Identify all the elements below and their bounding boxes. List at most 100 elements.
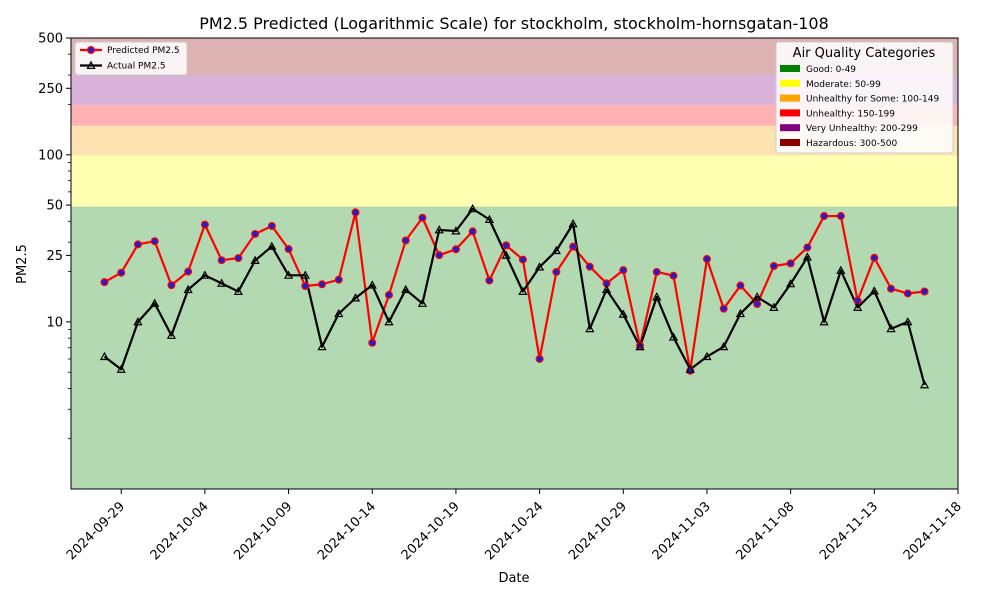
actual-point-16 (367, 280, 377, 289)
x-tick-label-3: 2024-10-14 (315, 499, 379, 563)
x-tick-label-10: 2024-11-18 (901, 499, 965, 563)
predicted-point-29 (585, 262, 594, 271)
predicted-point-14 (334, 275, 343, 284)
x-tick-label-9: 2024-11-13 (817, 499, 881, 563)
predicted-point-7 (217, 256, 226, 265)
predicted-point-9 (251, 229, 260, 238)
x-tick-label-7: 2024-11-03 (650, 499, 714, 563)
y-tick-label-3: 100 (38, 148, 63, 163)
actual-point-44 (836, 265, 846, 274)
category-label-3: Unhealthy: 150-199 (806, 109, 895, 119)
actual-point-46 (869, 286, 879, 295)
x-axis-label: Date (498, 571, 529, 586)
predicted-point-0 (100, 278, 109, 287)
band-1 (71, 155, 958, 207)
predicted-point-33 (652, 267, 661, 276)
actual-point-27 (551, 245, 561, 255)
category-legend-box (775, 41, 954, 154)
actual-point-0 (99, 351, 110, 361)
predicted-point-40 (769, 262, 778, 271)
predicted-point-24 (502, 241, 511, 250)
actual-point-28 (568, 219, 578, 228)
category-swatch-5 (780, 139, 800, 146)
actual-point-15 (350, 293, 361, 302)
actual-point-2 (133, 317, 143, 326)
predicted-point-2 (133, 240, 142, 249)
predicted-point-18 (401, 236, 410, 245)
series-legend-box (74, 41, 188, 76)
actual-point-41 (786, 278, 796, 288)
predicted-point-21 (451, 245, 460, 254)
predicted-point-37 (719, 304, 728, 313)
actual-point-38 (735, 308, 746, 318)
y-tick-label-1: 25 (46, 249, 63, 264)
predicted-point-16 (368, 338, 377, 347)
actual-point-47 (886, 323, 896, 333)
actual-point-40 (769, 302, 779, 311)
actual-point-6 (200, 270, 210, 279)
predicted-point-19 (418, 213, 427, 222)
predicted-point-41 (786, 259, 795, 268)
category-swatch-1 (780, 79, 800, 87)
category-label-1: Moderate: 50-99 (806, 80, 881, 90)
actual-point-11 (283, 270, 294, 279)
actual-point-49 (919, 380, 930, 389)
x-tick-label-5: 2024-10-24 (482, 499, 546, 563)
predicted-point-38 (736, 281, 745, 290)
actual-point-42 (802, 252, 812, 261)
band-0 (71, 206, 958, 490)
predicted-point-26 (535, 354, 544, 363)
series-legend: Predicted PM2.5 Actual PM2.5 (74, 41, 188, 76)
actual-point-19 (417, 298, 428, 307)
predicted-point-8 (234, 254, 243, 263)
category-swatch-4 (780, 124, 800, 132)
y-tick-label-2: 50 (46, 199, 63, 214)
legend-label-1: Actual PM2.5 (107, 62, 166, 72)
predicted-point-23 (485, 276, 494, 285)
category-swatch-0 (780, 65, 800, 72)
legend-marker-0 (86, 45, 95, 54)
predicted-point-36 (702, 254, 711, 263)
x-tick-label-6: 2024-10-29 (566, 499, 630, 563)
legend-label-0: Predicted PM2.5 (107, 46, 180, 56)
actual-point-34 (668, 332, 679, 341)
band-3 (71, 104, 958, 126)
actual-point-33 (652, 292, 662, 301)
actual-point-43 (819, 317, 829, 326)
actual-point-48 (903, 317, 913, 326)
predicted-point-11 (284, 245, 293, 254)
y-axis-label: PM2.5 (15, 244, 30, 284)
x-tick-label-0: 2024-09-29 (64, 499, 128, 563)
predicted-point-4 (167, 281, 176, 290)
predicted-point-42 (803, 243, 812, 252)
predicted-point-31 (619, 266, 628, 275)
predicted-point-15 (351, 208, 360, 217)
predicted-point-28 (569, 242, 578, 251)
y-tick-label-5: 500 (38, 32, 63, 47)
category-label-0: Good: 0-49 (806, 65, 856, 75)
actual-point-18 (401, 284, 411, 294)
predicted-point-17 (384, 290, 393, 299)
series-line-1 (103, 207, 926, 386)
actual-point-32 (635, 341, 645, 351)
predicted-point-5 (184, 267, 193, 276)
category-legend-title: Air Quality Categories (793, 46, 936, 61)
predicted-point-22 (468, 227, 477, 236)
predicted-point-43 (820, 212, 829, 221)
x-axis: 2024-09-29 2024-10-04 2024-10-09 2024-10-14… (64, 489, 965, 563)
actual-point-36 (702, 351, 712, 361)
actual-point-45 (852, 302, 863, 311)
category-label-2: Unhealthy for Some: 100-149 (806, 95, 939, 105)
actual-point-8 (233, 286, 243, 295)
y-tick-label-4: 250 (38, 82, 63, 97)
predicted-point-1 (117, 268, 126, 277)
category-label-4: Very Unhealthy: 200-299 (806, 124, 918, 134)
actual-point-14 (334, 308, 344, 318)
predicted-point-49 (920, 287, 929, 296)
actual-point-37 (719, 341, 729, 351)
predicted-point-12 (301, 281, 310, 290)
actual-point-1 (116, 364, 126, 373)
predicted-point-46 (870, 253, 879, 262)
actual-point-9 (250, 255, 260, 264)
